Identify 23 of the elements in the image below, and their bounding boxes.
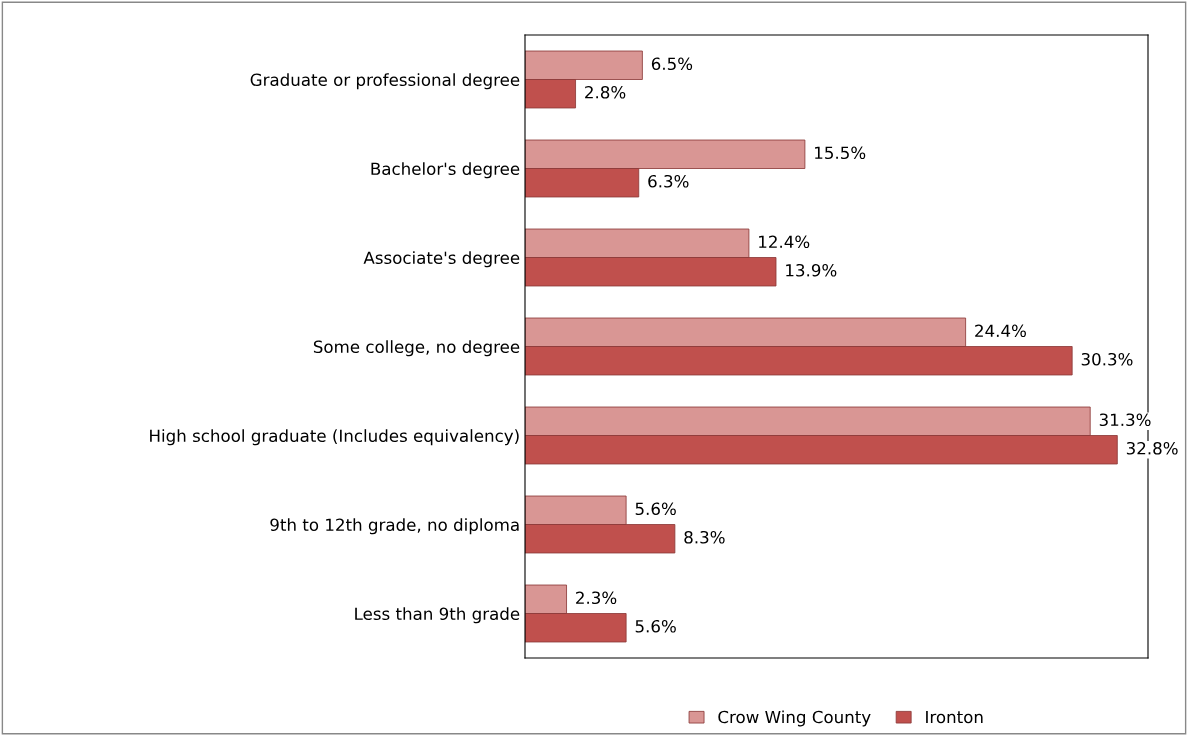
data-label: 2.3%: [576, 591, 617, 605]
y-tick-label: Graduate or professional degree: [250, 73, 520, 90]
legend-label: Crow Wing County: [718, 710, 871, 727]
data-label: 2.8%: [585, 85, 626, 99]
y-tick-label: Some college, no degree: [313, 340, 520, 357]
data-label: 13.9%: [786, 263, 837, 277]
data-label: 6.5%: [651, 57, 693, 71]
data-label: 5.6%: [635, 619, 676, 633]
data-label: 24.4%: [975, 324, 1026, 338]
data-label: 32.8%: [1126, 441, 1178, 455]
data-label: 12.4%: [759, 235, 810, 249]
data-label: 15.5%: [815, 146, 866, 160]
y-tick-label: Bachelor's degree: [371, 162, 520, 179]
data-label: 5.6%: [635, 502, 676, 516]
y-tick-label: 9th to 12th grade, no diploma: [270, 518, 519, 535]
y-tick-label: Associate's degree: [363, 251, 520, 268]
y-tick-label: High school graduate (Includes equivalency): [150, 429, 519, 446]
data-label: 8.3%: [684, 530, 725, 544]
legend-label: Ironton: [926, 710, 983, 724]
data-label: 6.3%: [648, 174, 689, 188]
data-label: 30.3%: [1081, 352, 1133, 366]
data-label: 31.3%: [1099, 413, 1151, 427]
y-tick-label: Less than 9th grade: [355, 607, 520, 624]
